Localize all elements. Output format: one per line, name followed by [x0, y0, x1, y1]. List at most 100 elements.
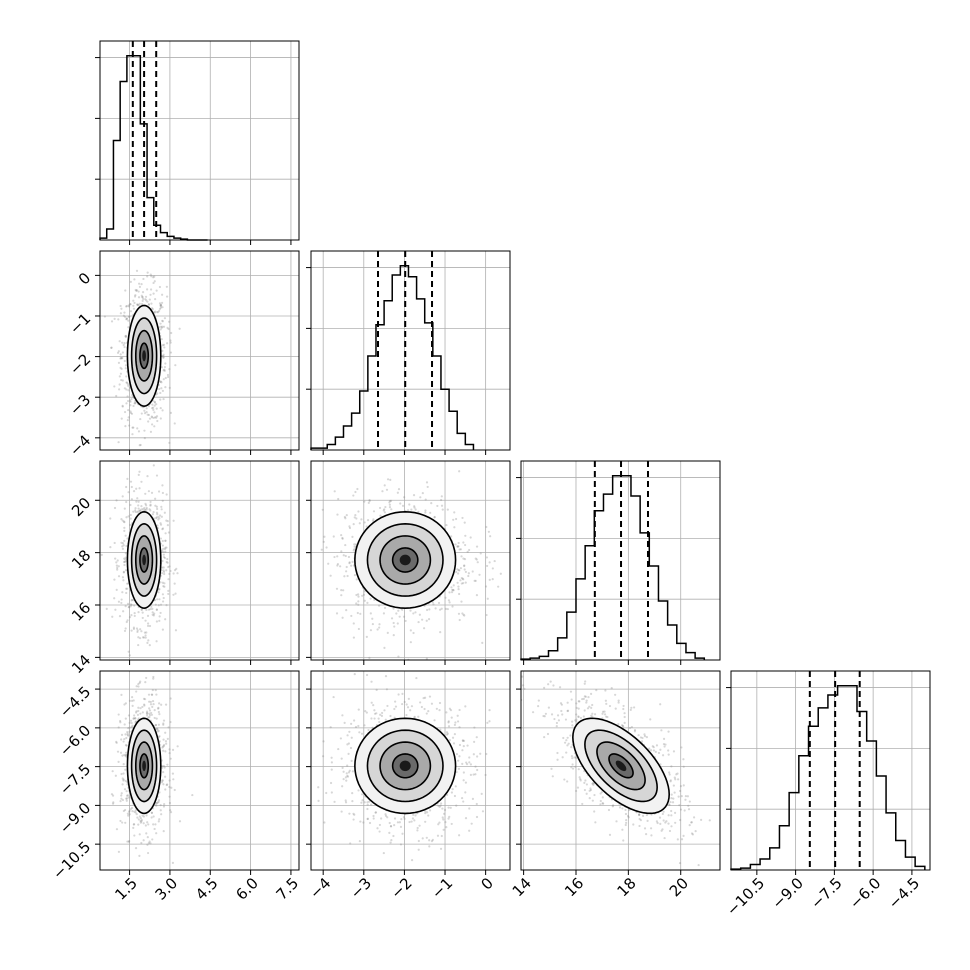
sample-point [488, 709, 491, 712]
sample-point [378, 720, 381, 724]
sample-point [167, 578, 170, 581]
sample-point [153, 827, 156, 831]
sample-point [457, 767, 461, 770]
sample-point [124, 425, 127, 428]
sample-point [355, 602, 358, 605]
sample-point [173, 582, 176, 585]
sample-point [147, 841, 150, 845]
sample-point [127, 515, 130, 518]
sample-point [132, 299, 135, 302]
sample-point [126, 602, 130, 605]
sample-point [137, 709, 140, 713]
sample-point [157, 799, 161, 802]
sample-point [410, 508, 413, 511]
sample-point [143, 631, 147, 634]
contour-line [134, 741, 154, 791]
sample-point [115, 828, 119, 831]
sample-point [138, 444, 141, 447]
sample-point [167, 592, 170, 596]
sample-point [149, 607, 152, 611]
sample-point [455, 570, 458, 574]
contour-line [139, 753, 150, 779]
sample-point [124, 556, 127, 559]
sample-point [161, 745, 165, 748]
sample-point [121, 519, 124, 522]
sample-point [123, 311, 126, 314]
sample-point [384, 813, 387, 816]
sample-point [124, 289, 127, 292]
sample-point [337, 497, 340, 501]
sample-point [130, 397, 133, 401]
sample-point [588, 797, 591, 800]
sample-point [132, 717, 135, 720]
sample-point [127, 384, 130, 387]
sample-point [162, 783, 165, 786]
sample-point [141, 507, 145, 511]
sample-point [622, 725, 625, 728]
sample-point [122, 343, 125, 347]
sample-point [397, 693, 400, 696]
sample-point [154, 310, 157, 313]
sample-point [120, 772, 123, 776]
sample-point [162, 585, 165, 588]
sample-point [457, 585, 460, 588]
sample-point [119, 312, 122, 315]
density-layer [100, 464, 179, 657]
sample-point [392, 834, 395, 838]
sample-point [418, 613, 421, 616]
sample-point [425, 660, 427, 662]
sample-point [365, 673, 369, 677]
sample-point [459, 567, 463, 570]
sample-point [341, 536, 344, 540]
sample-point [363, 801, 366, 804]
sample-point [111, 802, 115, 805]
sample-point [157, 588, 160, 591]
sample-point [163, 511, 166, 514]
sample-point [124, 779, 127, 783]
sample-point [159, 328, 162, 331]
sample-point [137, 491, 139, 493]
sample-point [344, 543, 347, 547]
contour-line [130, 523, 158, 597]
sample-point [164, 750, 167, 753]
sample-point [413, 716, 416, 719]
sample-point [147, 716, 150, 719]
sample-point [159, 380, 162, 383]
sample-point [110, 346, 113, 349]
density-fill [142, 350, 146, 362]
sample-point [488, 561, 491, 564]
sample-point [329, 781, 333, 785]
sample-point [569, 690, 573, 693]
sample-point [412, 813, 415, 816]
sample-point [124, 744, 128, 747]
sample-point [130, 603, 133, 606]
sample-point [472, 753, 475, 756]
sample-point [333, 490, 336, 493]
sample-point [128, 606, 131, 609]
sample-point [163, 582, 166, 585]
sample-point [465, 763, 469, 766]
sample-point [409, 709, 412, 712]
sample-point [134, 294, 137, 297]
sample-point [130, 614, 133, 617]
sample-point [393, 716, 396, 719]
sample-point [672, 750, 676, 753]
sample-point [155, 415, 159, 418]
sample-point [425, 657, 428, 660]
sample-point [340, 534, 343, 537]
sample-point [123, 788, 127, 791]
sample-point [487, 530, 490, 533]
sample-point [637, 813, 641, 817]
sample-point [135, 269, 139, 272]
sample-point [123, 723, 126, 726]
sample-point [174, 364, 177, 367]
sample-point [126, 619, 129, 622]
sample-point [348, 769, 351, 772]
sample-point [452, 589, 455, 592]
sample-point [357, 627, 360, 631]
sample-point [155, 608, 158, 611]
sample-point [140, 841, 143, 845]
sample-point [122, 610, 125, 613]
sample-point [360, 518, 363, 521]
sample-point [163, 365, 167, 369]
